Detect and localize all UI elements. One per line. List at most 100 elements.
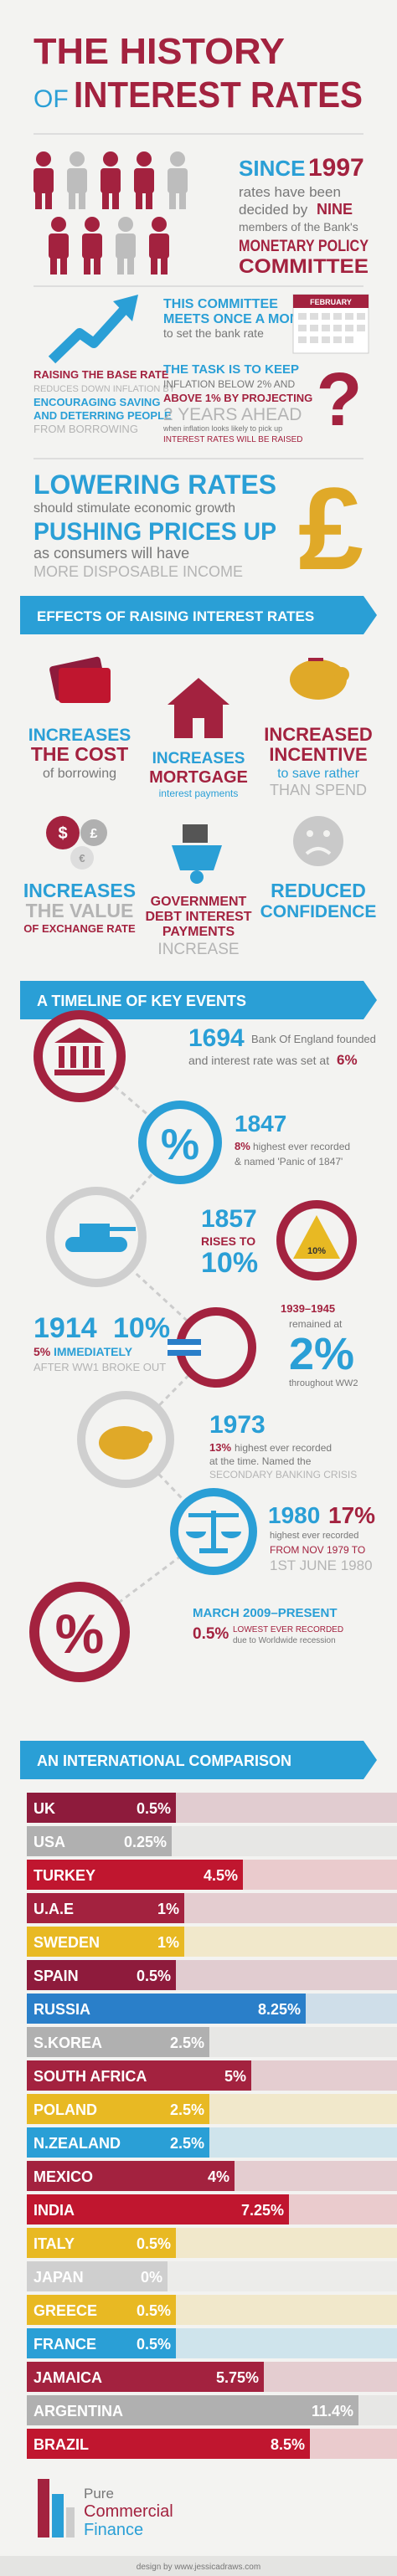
effect-text: PAYMENTS bbox=[162, 925, 235, 939]
footer-strip bbox=[0, 2556, 397, 2576]
person-icon bbox=[67, 151, 87, 209]
effect-text: INCREASES bbox=[23, 880, 136, 901]
country-label: SPAIN bbox=[34, 1968, 79, 1984]
effect-text: THAN SPEND bbox=[270, 782, 367, 798]
text: FROM BORROWING bbox=[34, 423, 138, 435]
value-label: 4.5% bbox=[204, 1867, 238, 1884]
country-label: SWEDEN bbox=[34, 1934, 100, 1951]
bar bbox=[27, 1927, 184, 1957]
text: MORE DISPOSABLE INCOME bbox=[34, 563, 243, 580]
event-year: 1980 bbox=[268, 1502, 320, 1528]
person-icon bbox=[149, 217, 169, 275]
person-icon bbox=[34, 151, 54, 209]
person-icon bbox=[134, 151, 154, 209]
bar bbox=[27, 2194, 289, 2224]
person-body bbox=[149, 233, 169, 259]
text: as consumers will have bbox=[34, 545, 189, 562]
year: 1997 bbox=[308, 154, 364, 182]
value-label: 8.25% bbox=[258, 2001, 301, 2018]
person-head bbox=[103, 151, 118, 167]
person-body bbox=[67, 168, 87, 193]
effect-text: THE COST bbox=[31, 743, 128, 765]
text: AND DETERRING PEOPLE bbox=[34, 409, 172, 422]
flag-band bbox=[168, 2261, 397, 2291]
country-label: S.KOREA bbox=[34, 2035, 102, 2051]
calendar-icon bbox=[292, 294, 369, 354]
flag-band bbox=[168, 1960, 397, 1990]
effect-text: REDUCED bbox=[271, 880, 366, 901]
person-leg bbox=[127, 258, 134, 275]
sad-face-icon bbox=[293, 816, 343, 866]
event-year: 1857 bbox=[201, 1205, 257, 1233]
text: INTEREST RATES WILL BE RAISED bbox=[163, 435, 303, 444]
svg-text:%: % bbox=[161, 1121, 199, 1169]
effect-text: OF EXCHANGE RATE bbox=[23, 922, 136, 935]
scales-circle bbox=[170, 1488, 257, 1575]
event-rate: 10% bbox=[113, 1312, 170, 1344]
person-body bbox=[116, 233, 136, 259]
person-leg bbox=[35, 192, 42, 209]
event-text: 1ST JUNE 1980 bbox=[270, 1557, 373, 1573]
country-label: INDIA bbox=[34, 2202, 75, 2219]
value-label: 1% bbox=[157, 1901, 179, 1917]
country-label: SOUTH AFRICA bbox=[34, 2068, 147, 2085]
warning-label: 10% bbox=[307, 1246, 326, 1256]
person-head bbox=[51, 217, 66, 232]
text: PUSHING PRICES UP bbox=[34, 518, 276, 546]
people-icons bbox=[34, 151, 188, 275]
bar bbox=[27, 2228, 176, 2258]
effect-text: GOVERNMENT bbox=[151, 895, 247, 909]
banner-title: EFFECTS OF RAISING INTEREST RATES bbox=[37, 608, 314, 624]
text: INFLATION BELOW 2% AND bbox=[163, 378, 295, 390]
country-label: TURKEY bbox=[34, 1867, 95, 1884]
value-label: 1% bbox=[157, 1934, 179, 1951]
event-rate: 5% bbox=[34, 1345, 51, 1358]
event-text: Bank Of England founded bbox=[251, 1033, 376, 1045]
event-text: throughout WW2 bbox=[289, 1378, 358, 1388]
person-body bbox=[34, 168, 54, 193]
value-label: 0.5% bbox=[137, 2235, 171, 2252]
pound-icon: £ bbox=[298, 463, 363, 594]
piggy-circle bbox=[77, 1391, 174, 1488]
banner-title: A TIMELINE OF KEY EVENTS bbox=[37, 993, 246, 1009]
title: THE HISTORY bbox=[34, 31, 285, 72]
event-rate: 6% bbox=[337, 1052, 358, 1068]
text: should stimulate economic growth bbox=[34, 501, 235, 516]
effect-text: DEBT INTEREST bbox=[145, 910, 251, 924]
value-label: 11.4% bbox=[312, 2403, 353, 2419]
svg-text:$: $ bbox=[58, 824, 67, 843]
bar bbox=[27, 2094, 209, 2124]
person-leg bbox=[102, 192, 109, 209]
person-icon bbox=[168, 151, 188, 209]
event-year: 1914 bbox=[34, 1312, 97, 1344]
growth-arrow-icon bbox=[48, 295, 138, 364]
event-rate: 10% bbox=[201, 1247, 258, 1279]
bar bbox=[27, 2127, 209, 2158]
person-leg bbox=[45, 192, 52, 209]
country-label: UK bbox=[34, 1800, 55, 1817]
person-leg bbox=[112, 192, 119, 209]
effect-text: INCREASES bbox=[152, 750, 245, 767]
logo-icon bbox=[38, 2479, 75, 2538]
coins-icon: $ £ € bbox=[46, 816, 107, 870]
value-label: 2.5% bbox=[170, 2101, 204, 2118]
country-label: JAMAICA bbox=[34, 2369, 102, 2386]
text: to set the bank rate bbox=[163, 326, 264, 340]
event-text: highest ever recorded bbox=[235, 1442, 332, 1454]
country-label: BRAZIL bbox=[34, 2436, 89, 2453]
bar bbox=[27, 1994, 306, 2024]
text: LOWERING RATES bbox=[34, 470, 276, 500]
person-icon bbox=[82, 217, 102, 275]
question-mark-icon: ? bbox=[317, 358, 363, 442]
country-label: FRANCE bbox=[34, 2336, 96, 2353]
credit: design by www.jessicadraws.com bbox=[137, 2563, 260, 2572]
person-leg bbox=[136, 192, 142, 209]
calendar-month: FEBRUARY bbox=[310, 298, 352, 306]
event-year: 1694 bbox=[188, 1024, 245, 1052]
brand: Commercial bbox=[84, 2502, 173, 2521]
flag-circle bbox=[168, 1307, 256, 1388]
bar bbox=[27, 1860, 243, 1890]
event-text: FROM NOV 1979 TO bbox=[270, 1544, 365, 1556]
